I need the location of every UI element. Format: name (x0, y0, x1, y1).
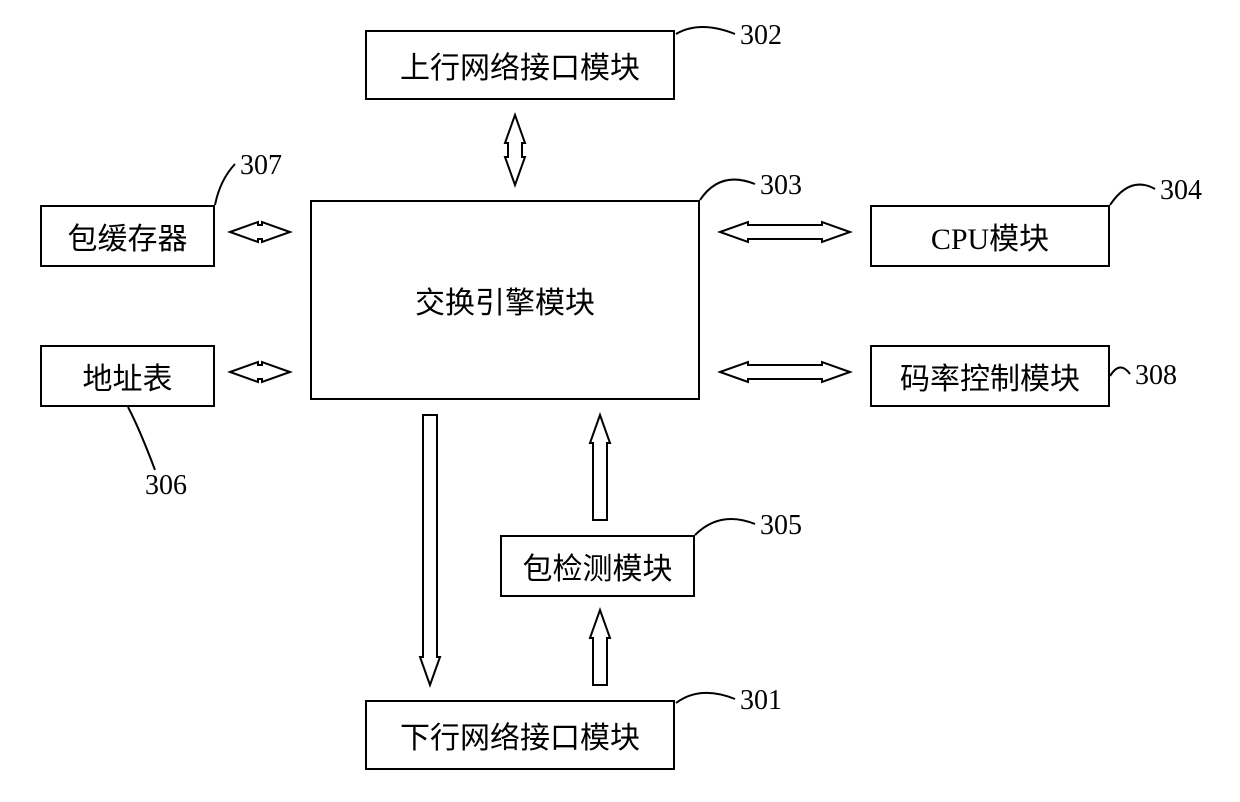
node-label: 上行网络接口模块 (400, 43, 640, 87)
node-label: CPU模块 (931, 214, 1049, 258)
node-packet-detect: 包检测模块 (500, 535, 695, 597)
node-uplink-interface: 上行网络接口模块 (365, 30, 675, 100)
node-downlink-interface: 下行网络接口模块 (365, 700, 675, 770)
node-address-table: 地址表 (40, 345, 215, 407)
ref-label-301: 301 (740, 685, 782, 717)
ref-label-308: 308 (1135, 360, 1177, 392)
node-label: 地址表 (83, 354, 173, 398)
ref-label-303: 303 (760, 170, 802, 202)
node-label: 码率控制模块 (900, 354, 1080, 398)
node-label: 包检测模块 (523, 544, 673, 588)
node-packet-buffer: 包缓存器 (40, 205, 215, 267)
node-cpu-module: CPU模块 (870, 205, 1110, 267)
ref-label-306: 306 (145, 470, 187, 502)
ref-label-302: 302 (740, 20, 782, 52)
node-label: 包缓存器 (68, 214, 188, 258)
node-label: 下行网络接口模块 (400, 713, 640, 757)
ref-label-307: 307 (240, 150, 282, 182)
ref-label-305: 305 (760, 510, 802, 542)
node-rate-control: 码率控制模块 (870, 345, 1110, 407)
ref-label-304: 304 (1160, 175, 1202, 207)
node-switch-engine: 交换引擎模块 (310, 200, 700, 400)
node-label: 交换引擎模块 (415, 278, 595, 322)
diagram-canvas: 上行网络接口模块 交换引擎模块 包缓存器 地址表 CPU模块 码率控制模块 包检… (0, 0, 1240, 802)
